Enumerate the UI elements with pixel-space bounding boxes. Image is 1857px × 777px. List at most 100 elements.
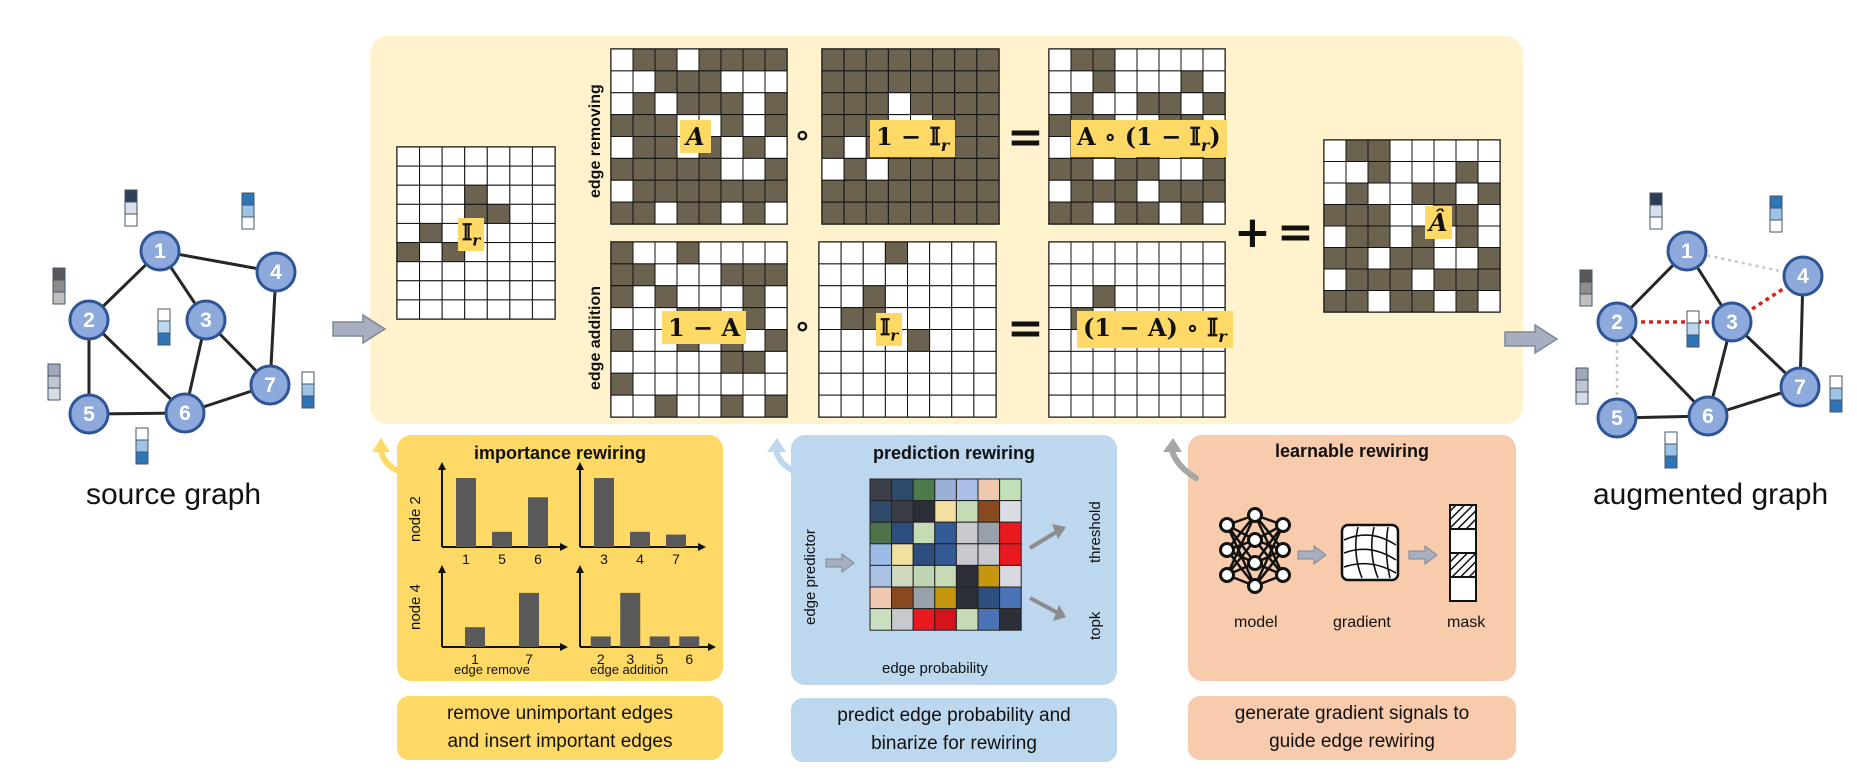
augmented-feature-cell [1649,204,1663,218]
remove-result-matrix-cell [1114,157,1138,181]
heatmap-cell [977,586,1001,610]
indicator-addition-matrix-cell [929,372,953,396]
source-node-label-6: 6 [179,402,191,425]
indicator-addition-matrix-cell [884,285,908,309]
indicator-addition-matrix-cell [929,307,953,330]
heatmap-cell [955,521,979,545]
adjacency-matrix-A-cell [698,48,722,72]
network-connection [1225,514,1257,576]
indicator-matrix-cell [531,299,556,320]
indicator-addition-matrix-cell [818,285,842,309]
one-minus-indicator-matrix-cell [843,157,867,181]
add-result-matrix-cell [1180,350,1204,374]
one-minus-A-matrix-cell [632,350,656,374]
heatmap-cell [891,478,914,502]
one-minus-A-matrix-cell [742,372,766,396]
adjacency-matrix-A-cell [764,92,788,116]
arrows-and-icons-layer [332,313,1559,621]
heatmap-cell [999,608,1022,631]
indicator-matrix-cell [531,184,556,205]
one-minus-indicator-matrix-cell [821,179,845,203]
add-result-matrix-cell [1202,394,1226,418]
add-result-matrix-cell [1070,241,1094,265]
source-feature-cell [241,204,255,218]
learnable-description: generate gradient signals to guide edge … [1188,696,1516,760]
heatmap-cell [912,521,936,545]
importance-bar-label: 5 [656,651,664,667]
adjacency-matrix-A-cell [720,48,744,72]
mask-cell [1449,528,1477,554]
adjacency-matrix-A-cell [764,48,788,72]
adjacency-matrix-A-cell [632,114,656,137]
indicator-addition-matrix-cell [862,285,886,309]
arrow-to-threshold [1028,529,1060,550]
source-feature-cell [135,427,149,441]
indicator-matrix-cell [396,222,421,244]
one-minus-A-matrix-cell [720,241,744,265]
one-minus-indicator-matrix-cell [976,179,1000,203]
gradient-icon-curve [1370,526,1379,579]
remove-result-matrix-cell [1158,48,1182,72]
adjacency-matrix-A-cell [632,92,656,116]
importance-chart-x-arrow [560,643,568,651]
curved-arrow-importance-head [372,438,390,452]
heatmap-cell [934,543,957,566]
add-result-matrix-cell [1136,285,1160,309]
one-minus-A-matrix-cell [632,372,656,396]
one-minus-A-matrix-cell [742,307,766,330]
indicator-matrix-cell [486,165,511,186]
heatmap-cell [977,478,1001,502]
A-hat-matrix-cell [1477,182,1501,205]
one-minus-indicator-matrix-cell [843,70,867,94]
adjacency-matrix-A-cell [720,92,744,116]
network-neuron [1247,532,1263,548]
A-hat-matrix-cell [1477,204,1501,227]
equals-operator-remove: = [1007,112,1044,163]
augmented-node-1 [1666,230,1708,272]
remove-result-matrix-cell [1048,70,1072,94]
one-minus-indicator-matrix-cell [954,70,978,94]
one-minus-A-matrix-cell [632,307,656,330]
importance-chart-y-arrow [576,565,584,573]
remove-result-matrix-cell [1070,201,1094,225]
indicator-addition-label: 𝕀r [876,313,903,347]
gradient-icon-curve [1343,548,1397,561]
remove-result-matrix-cell [1092,157,1116,181]
adjacency-matrix-A-cell [610,70,634,94]
one-minus-A-matrix-cell [632,394,656,418]
importance-bar-label: 2 [597,651,605,667]
one-minus-A-matrix-cell [698,241,722,265]
add-result-matrix-cell [1158,285,1182,309]
A-hat-matrix-cell [1455,268,1479,291]
add-result-matrix-cell [1136,372,1160,396]
circ-operator-remove: ∘ [793,118,812,153]
add-result-matrix-cell [1092,394,1116,418]
edge-probability-label: edge probability [882,660,988,677]
indicator-matrix-cell [486,242,511,263]
remove-result-matrix-cell [1202,179,1226,203]
gradient-icon-curve [1354,526,1363,579]
add-result-matrix-cell [1092,350,1116,374]
indicator-matrix-cell [509,165,533,186]
adjacency-matrix-A-cell [742,136,766,159]
indicator-addition-matrix-cell [818,307,842,330]
one-minus-A-matrix-cell [698,372,722,396]
A-hat-matrix-cell [1345,290,1369,313]
one-minus-A-matrix-cell [676,285,700,309]
adjacency-matrix-A-cell [720,179,744,203]
one-minus-A-matrix-cell [632,263,656,287]
A-hat-matrix-cell [1367,204,1391,227]
importance-chart-x-arrow [698,543,706,551]
add-result-matrix-cell [1070,372,1094,396]
add-result-matrix-cell [1202,372,1226,396]
network-neuron [1247,507,1263,523]
indicator-addition-matrix-cell [907,307,931,330]
one-minus-indicator-matrix-cell [910,70,934,94]
adjacency-matrix-A-cell [742,48,766,72]
importance-chart-3: 2 3 5 6 [576,565,716,667]
model-label: model [1234,614,1278,631]
plus-operator: + [1234,207,1271,258]
indicator-matrix-cell [464,280,488,301]
one-minus-A-matrix-cell [698,350,722,374]
one-minus-A-matrix-cell [764,394,788,418]
